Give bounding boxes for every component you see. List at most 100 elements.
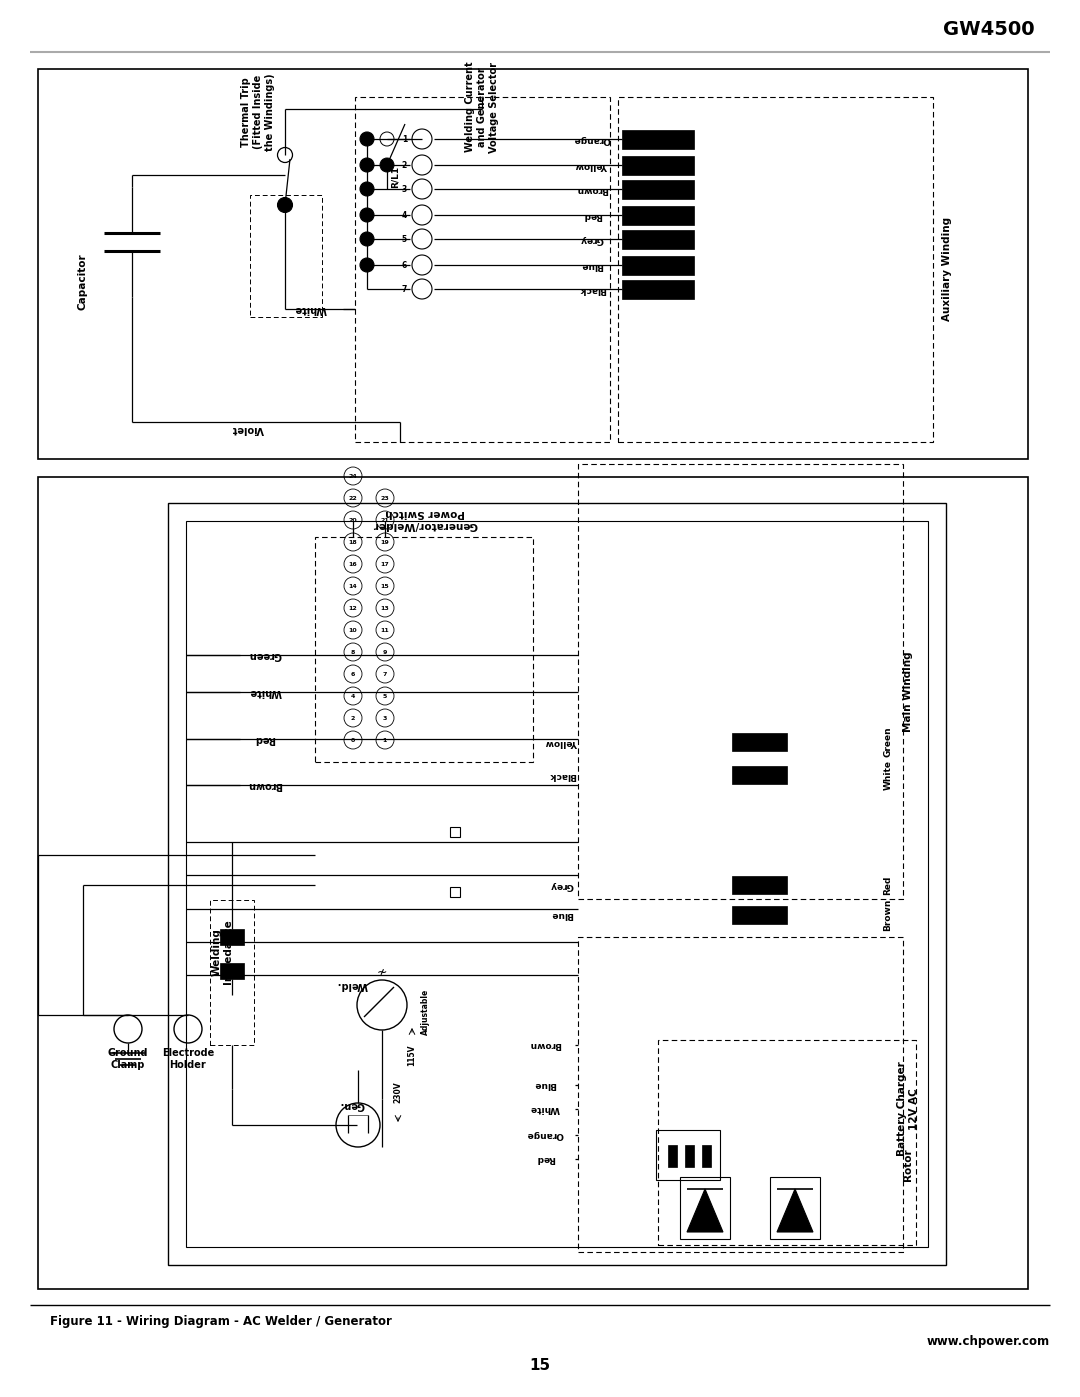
Text: Brown: Brown [576, 184, 608, 194]
Bar [38, 68, 1028, 460]
Text: White: White [883, 760, 892, 789]
Bar [355, 96, 610, 441]
Bar [618, 96, 933, 441]
Bar [702, 1146, 711, 1166]
Bar [658, 1039, 916, 1245]
Text: Orange: Orange [526, 1130, 564, 1140]
Text: Blue: Blue [534, 1080, 556, 1090]
Bar [450, 887, 460, 897]
Bar [732, 733, 787, 752]
Text: Brown: Brown [529, 1041, 562, 1049]
Text: 24: 24 [349, 474, 357, 479]
Circle shape [360, 232, 374, 246]
Bar [732, 766, 787, 784]
Text: 2: 2 [351, 715, 355, 721]
Text: Brown: Brown [883, 898, 892, 932]
Text: 1: 1 [402, 134, 407, 144]
Bar [249, 196, 322, 317]
Text: White: White [530, 1105, 561, 1113]
Text: Main Winding: Main Winding [903, 651, 913, 732]
Text: White: White [294, 305, 326, 314]
Text: 5: 5 [402, 235, 407, 243]
Text: 6: 6 [402, 260, 407, 270]
Bar [210, 900, 254, 1045]
Circle shape [380, 158, 394, 172]
Text: Ground
Clamp: Ground Clamp [108, 1048, 148, 1070]
Text: 11: 11 [380, 627, 390, 633]
Text: 2: 2 [402, 161, 407, 169]
Bar [220, 929, 244, 944]
Bar [656, 1130, 720, 1180]
Text: 230V: 230V [393, 1081, 403, 1102]
Text: Yellow: Yellow [576, 161, 608, 169]
Text: Green: Green [248, 650, 282, 659]
Text: Welding
Impedance: Welding Impedance [212, 919, 233, 985]
Text: 15: 15 [529, 1358, 551, 1372]
Text: 9: 9 [382, 650, 388, 655]
Circle shape [360, 258, 374, 272]
Text: Auxiliary Winding: Auxiliary Winding [942, 217, 951, 321]
Text: 3: 3 [382, 715, 388, 721]
Text: Thermal Trip
(Fitted Inside
the Windings): Thermal Trip (Fitted Inside the Windings… [242, 73, 274, 151]
Bar [669, 1146, 677, 1166]
Text: 21: 21 [380, 517, 390, 522]
Text: 15: 15 [380, 584, 390, 588]
Text: www.chpower.com: www.chpower.com [927, 1336, 1050, 1348]
Text: Grey: Grey [580, 235, 604, 243]
Text: 5: 5 [382, 693, 388, 698]
Text: Violet: Violet [232, 425, 265, 434]
Text: GW4500: GW4500 [943, 20, 1035, 39]
Polygon shape [687, 1189, 723, 1232]
Text: Gen.: Gen. [339, 1099, 365, 1111]
Bar [622, 279, 694, 299]
Circle shape [360, 131, 374, 147]
Polygon shape [777, 1189, 813, 1232]
Bar [186, 521, 928, 1248]
Bar [622, 256, 694, 274]
Text: 20: 20 [349, 517, 357, 522]
Circle shape [360, 158, 374, 172]
Text: Red: Red [255, 733, 275, 745]
Bar [685, 1146, 694, 1166]
Text: Orange: Orange [573, 134, 610, 144]
Text: 4: 4 [351, 693, 355, 698]
Text: 16: 16 [349, 562, 357, 567]
Text: 10: 10 [349, 627, 357, 633]
Bar [578, 464, 903, 900]
Text: Grey: Grey [550, 880, 573, 890]
Text: Red: Red [582, 211, 602, 219]
Text: Black: Black [549, 771, 576, 780]
Text: 13: 13 [380, 605, 390, 610]
Text: Black: Black [578, 285, 606, 293]
Bar [168, 503, 946, 1266]
Text: Blue: Blue [581, 260, 604, 270]
Text: Adjustable: Adjustable [420, 989, 430, 1035]
Text: Red: Red [883, 876, 892, 894]
Text: Red: Red [536, 1154, 555, 1164]
Text: Figure 11 - Wiring Diagram - AC Welder / Generator: Figure 11 - Wiring Diagram - AC Welder /… [50, 1315, 392, 1327]
Text: R/L1: R/L1 [391, 166, 400, 189]
Bar [680, 1178, 730, 1239]
Text: Electrode
Holder: Electrode Holder [162, 1048, 214, 1070]
Circle shape [360, 182, 374, 196]
Text: 1: 1 [382, 738, 388, 742]
Bar [38, 476, 1028, 1289]
Bar [622, 130, 694, 148]
Text: 19: 19 [380, 539, 390, 545]
Text: 3: 3 [402, 184, 407, 194]
Text: 6: 6 [351, 672, 355, 676]
Circle shape [278, 197, 293, 212]
Text: 115V: 115V [407, 1044, 417, 1066]
Bar [220, 963, 244, 979]
Bar [450, 827, 460, 837]
Text: 7: 7 [382, 672, 388, 676]
Text: 7: 7 [402, 285, 407, 293]
Text: Battery Charger
12V AC: Battery Charger 12V AC [897, 1062, 919, 1157]
Text: Brown: Brown [247, 780, 283, 789]
Bar [315, 536, 534, 761]
Bar [578, 937, 903, 1252]
Text: 12: 12 [349, 605, 357, 610]
Text: Capacitor: Capacitor [77, 254, 87, 310]
Text: 0: 0 [351, 738, 355, 742]
Text: 22: 22 [349, 496, 357, 500]
